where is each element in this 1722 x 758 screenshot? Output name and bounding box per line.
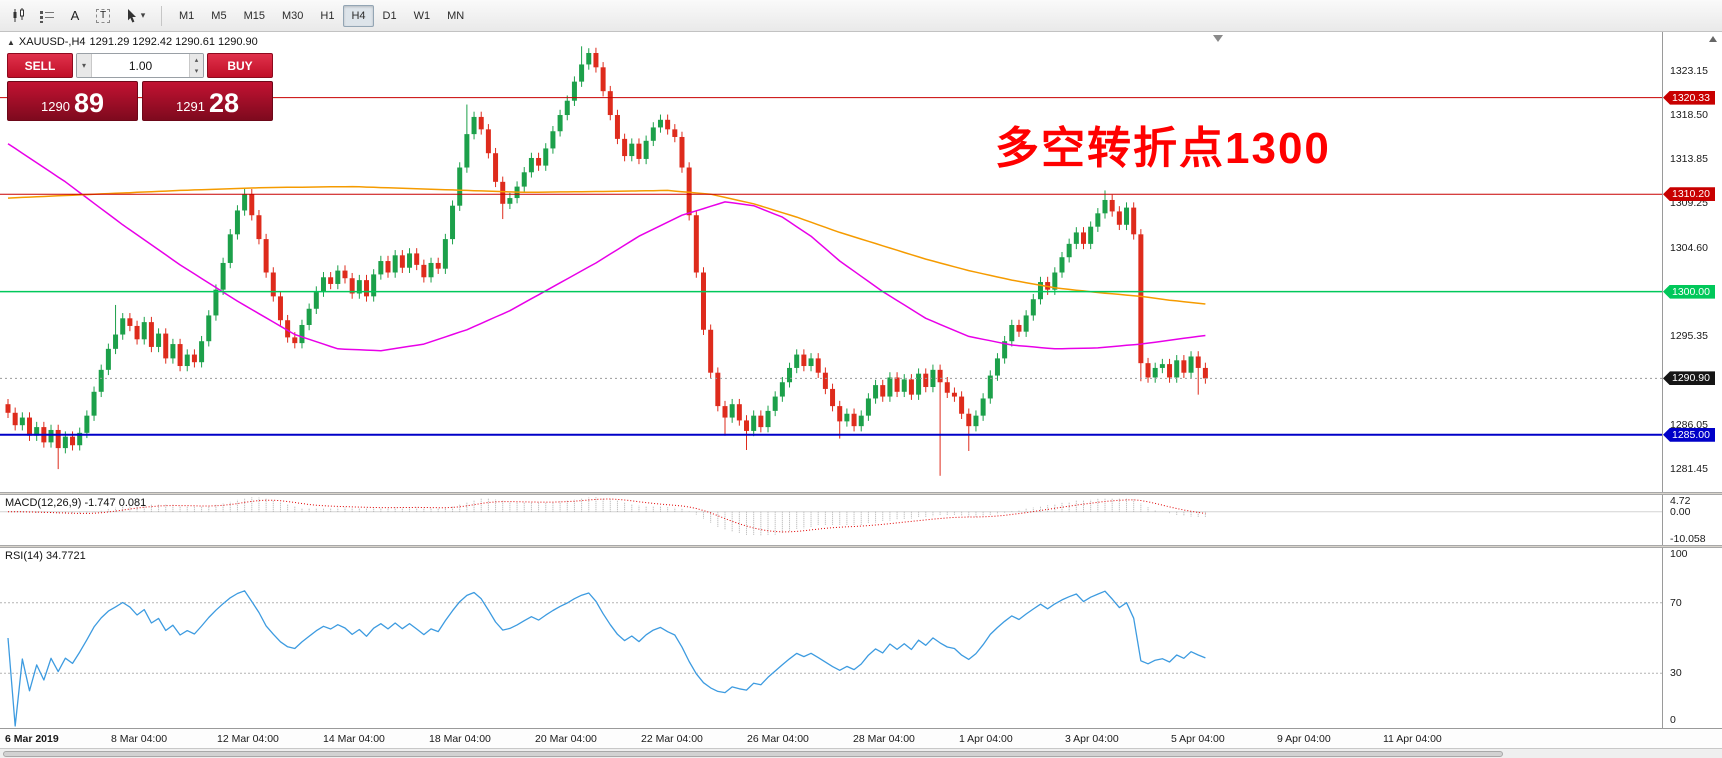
date-axis[interactable]: 6 Mar 2019 8 Mar 04:00 12 Mar 04:00 14 Mar …	[0, 728, 1722, 748]
chart-canvas-area[interactable]: ▲ XAUUSD-,H4 1291.29 1292.42 1290.61 129…	[0, 32, 1663, 492]
sell-price-main: 1290	[41, 99, 70, 114]
macd-axis[interactable]: 4.72 0.00 -10.058	[1663, 495, 1722, 545]
price-tick: 1286.05	[1670, 418, 1708, 431]
chart-text-annotation[interactable]: 多空转折点1300	[995, 124, 1331, 173]
dropdown-caret-icon: ▾	[140, 10, 146, 20]
date-label: 12 Mar 04:00	[217, 733, 279, 745]
date-label: 9 Apr 04:00	[1277, 733, 1331, 745]
price-badge: 1285.00	[1663, 427, 1715, 442]
ohlc-values: 1291.29 1292.42 1290.61 1290.90	[89, 36, 258, 48]
scrollbar-thumb[interactable]	[3, 751, 1503, 757]
date-label: 14 Mar 04:00	[323, 733, 385, 745]
volume-control[interactable]: ▾ 1.00 ▴ ▾	[76, 53, 204, 78]
volume-spinner: ▴ ▾	[189, 54, 203, 77]
volume-up-icon[interactable]: ▴	[194, 56, 199, 64]
symbol-marker-icon: ▲	[7, 37, 15, 47]
text-tool-button[interactable]: A	[62, 4, 88, 28]
rsi-panel: RSI(14) 34.7721 100 70 30 0	[0, 548, 1722, 728]
price-badge: 1310.20	[1663, 187, 1715, 202]
chart-panel: ▲ XAUUSD-,H4 1291.29 1292.42 1290.61 129…	[0, 32, 1722, 492]
macd-canvas[interactable]	[0, 495, 1662, 545]
volume-dropdown-icon[interactable]: ▾	[77, 54, 92, 77]
text-tool-icon: A	[70, 8, 80, 23]
text-label-icon: T	[95, 8, 111, 23]
date-label: 8 Mar 04:00	[111, 733, 168, 745]
macd-scale-tick: -10.058	[1670, 533, 1706, 545]
buy-button[interactable]: BUY	[207, 53, 273, 78]
macd-scale-tick: 4.72	[1670, 495, 1691, 507]
candlestick-icon	[13, 8, 24, 22]
one-click-trading-panel: SELL ▾ 1.00 ▴ ▾ BUY 1290 89	[7, 53, 273, 121]
date-label: 3 Apr 04:00	[1065, 733, 1119, 745]
rsi-scale-tick: 30	[1670, 667, 1682, 680]
timeframe-m5[interactable]: M5	[211, 9, 227, 22]
timeframe-group: M1 M5 M15 M30 H1 H4 D1 W1 MN	[171, 4, 472, 27]
price-badge: 1320.33	[1663, 90, 1715, 105]
chart-type-tool-button[interactable]	[6, 4, 32, 28]
timeframe-m1[interactable]: M1	[179, 9, 195, 22]
macd-canvas-area[interactable]: MACD(12,26,9) -1.747 0.081	[0, 495, 1663, 545]
rsi-scale-tick: 70	[1670, 596, 1682, 609]
cursor-tool-button[interactable]: ▾	[118, 4, 152, 28]
panel-splitter-rsi[interactable]	[0, 545, 1722, 548]
buy-price-pips: 28	[208, 88, 239, 118]
macd-panel: MACD(12,26,9) -1.747 0.081 4.72 0.00 -10.0…	[0, 495, 1722, 545]
timeframe-m15[interactable]: M15	[243, 9, 265, 22]
sell-button[interactable]: SELL	[7, 53, 73, 78]
macd-scale-tick: 0.00	[1670, 505, 1691, 518]
rsi-canvas-area[interactable]: RSI(14) 34.7721	[0, 548, 1663, 728]
price-tick: 1323.15	[1670, 64, 1708, 77]
text-label-tool-button[interactable]: T	[90, 4, 116, 28]
price-tick: 1281.45	[1670, 462, 1708, 475]
volume-value[interactable]: 1.00	[128, 58, 153, 73]
date-label: 22 Mar 04:00	[641, 733, 703, 745]
volume-down-icon[interactable]: ▾	[194, 68, 199, 76]
price-badge: 1290.90	[1663, 371, 1715, 386]
price-tick: 1313.85	[1670, 153, 1708, 166]
rsi-axis[interactable]: 100 70 30 0	[1663, 548, 1722, 728]
price-scale-arrow-icon	[1709, 36, 1717, 42]
price-badge: 1300.00	[1663, 284, 1715, 299]
date-label: 5 Apr 04:00	[1171, 733, 1225, 745]
timeframe-d1[interactable]: D1	[382, 9, 397, 22]
price-chart-canvas[interactable]	[0, 32, 1662, 492]
timeframe-m30[interactable]: M30	[281, 9, 304, 22]
indicator-list-icon	[40, 10, 54, 23]
rsi-scale-tick: 100	[1670, 548, 1688, 560]
rsi-label: RSI(14) 34.7721	[5, 550, 86, 562]
horizontal-scrollbar[interactable]	[0, 748, 1722, 758]
date-label: 26 Mar 04:00	[747, 733, 809, 745]
timeframe-h1[interactable]: H1	[320, 9, 335, 22]
price-tick: 1318.50	[1670, 109, 1708, 122]
timeframe-w1[interactable]: W1	[413, 9, 431, 22]
price-tick: 1304.60	[1670, 241, 1708, 254]
pointer-icon	[127, 9, 136, 23]
timeframe-mn[interactable]: MN	[447, 9, 465, 22]
price-axis[interactable]: 1323.15 1318.50 1313.85 1309.25 1304.60 1295.…	[1663, 32, 1722, 492]
indicators-tool-button[interactable]	[34, 4, 60, 28]
toolbar: A T ▾ M1 M5 M15 M30 H1 H4 D1 W1 MN	[0, 0, 1722, 32]
buy-price-tile[interactable]: 1291 28	[142, 81, 273, 121]
timeframe-h4[interactable]: H4	[343, 4, 374, 27]
date-label: 20 Mar 04:00	[535, 733, 597, 745]
rsi-canvas[interactable]	[0, 548, 1662, 728]
date-label: 28 Mar 04:00	[853, 733, 915, 745]
date-label: 18 Mar 04:00	[429, 733, 491, 745]
buy-price-main: 1291	[176, 99, 205, 114]
price-tick: 1295.35	[1670, 329, 1708, 342]
macd-label: MACD(12,26,9) -1.747 0.081	[5, 497, 147, 509]
date-label: 6 Mar 2019	[5, 733, 59, 745]
rsi-scale-tick: 0	[1670, 714, 1676, 726]
sell-price-pips: 89	[73, 88, 104, 118]
symbol-period-label: XAUUSD-,H4	[18, 36, 86, 48]
sell-price-tile[interactable]: 1290 89	[7, 81, 138, 121]
toolbar-separator	[161, 5, 162, 26]
quote-line: ▲ XAUUSD-,H4 1291.29 1292.42 1290.61 129…	[7, 36, 258, 48]
date-label: 11 Apr 04:00	[1383, 733, 1442, 745]
panel-splitter-macd[interactable]	[0, 492, 1722, 495]
date-label: 1 Apr 04:00	[959, 733, 1013, 745]
